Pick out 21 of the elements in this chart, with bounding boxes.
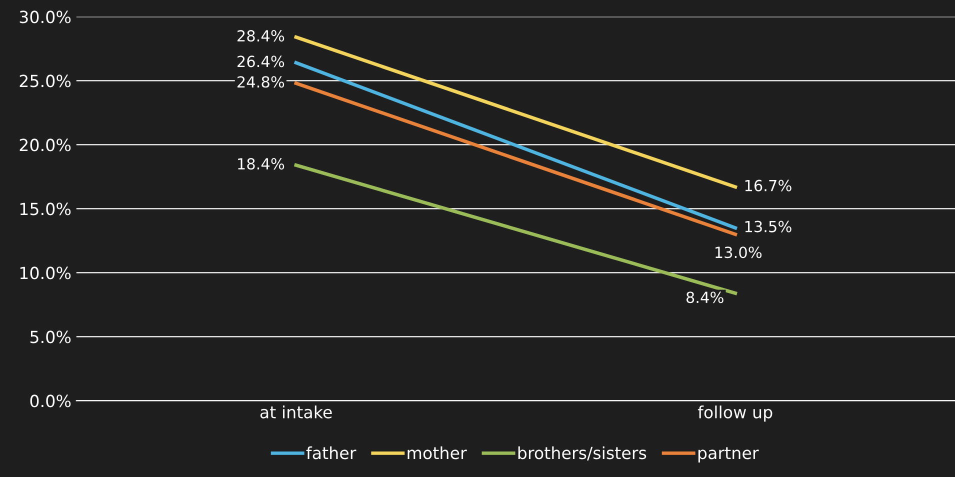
data-label: 24.8% [238,76,284,88]
data-label: 13.5% [745,220,792,232]
data-label: 28.4% [238,30,284,42]
data-label: 26.4% [238,56,284,68]
data-label: 18.4% [238,158,284,170]
y-tick-label: 20.0% [20,138,71,152]
y-tick-label: 30.0% [20,10,71,24]
data-label: 8.4% [686,292,724,304]
x-tick-label: at intake [260,406,332,418]
y-tick-label: 25.0% [20,74,71,88]
y-tick-label: 10.0% [20,266,71,280]
legend-label: mother [408,446,467,460]
data-label: 13.0% [716,246,762,258]
y-tick-label: 0.0% [30,394,71,408]
data-label: 16.7% [745,180,792,192]
legend-label: partner [698,447,759,462]
legend-label: brothers/sisters [518,446,646,461]
y-tick-label: 15.0% [20,202,71,216]
legend-label: father [306,446,356,460]
y-tick-label: 5.0% [30,330,71,344]
x-tick-label: follow up [698,406,772,422]
